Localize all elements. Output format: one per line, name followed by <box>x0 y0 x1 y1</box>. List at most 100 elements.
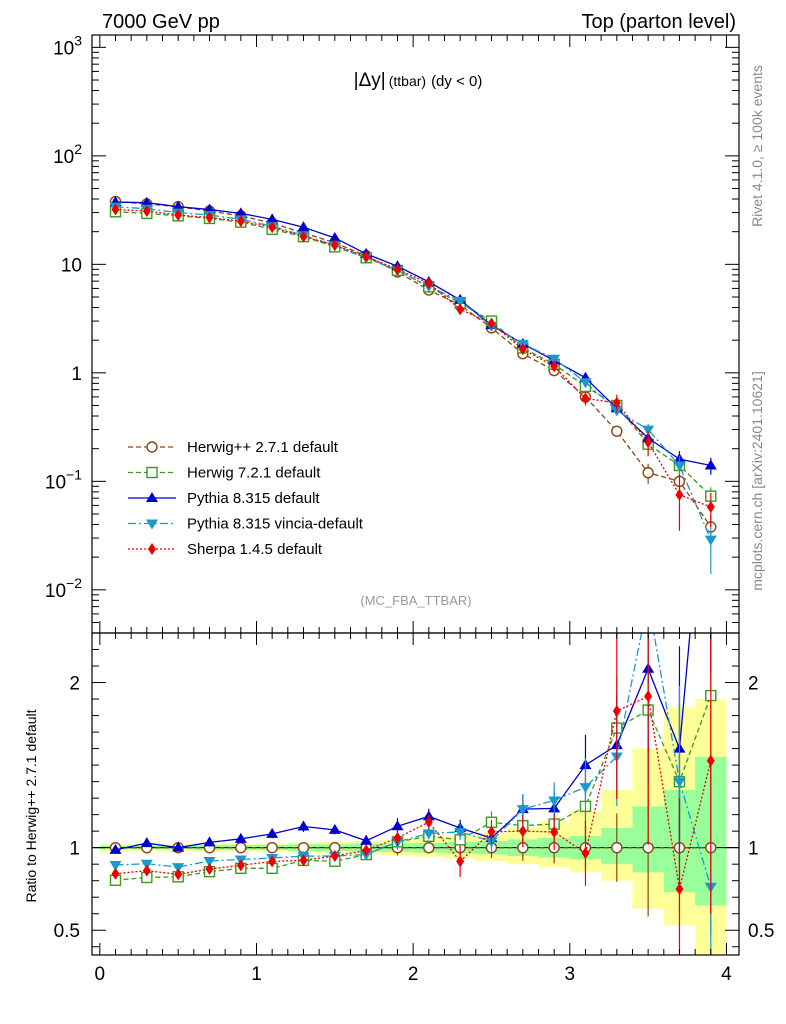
y-tick-label: 1 <box>71 364 82 385</box>
legend-marker <box>146 466 158 479</box>
ratio-point <box>266 827 279 838</box>
legend-entry-herwig-7-2-1-default: Herwig 7.2.1 default <box>128 465 321 482</box>
ratio-point <box>203 836 216 847</box>
ratio-point <box>706 754 715 767</box>
data-point <box>297 221 310 232</box>
series-layer <box>109 195 717 955</box>
data-point <box>644 436 653 449</box>
data-point <box>673 461 686 472</box>
x-tick-label: 1 <box>251 964 262 985</box>
ratio-point <box>109 861 122 872</box>
data-point <box>328 231 341 242</box>
ratio-point <box>393 831 402 844</box>
data-point <box>362 250 371 263</box>
data-point <box>234 207 247 218</box>
ratio-point <box>644 690 653 703</box>
data-point <box>581 392 590 405</box>
ratio-point <box>422 829 435 840</box>
series-line-ratio <box>115 633 712 887</box>
axes-layer: 0 1 2 3 4 10−2 10−1 1 10 102 103 0.5 1 2 0.5 1 2 <box>45 32 775 985</box>
legend-entry-pythia-8-315-vincia-default: Pythia 8.315 vincia-default <box>128 516 364 533</box>
series-main-herwig-7-2-1-default <box>109 206 717 507</box>
ratio-point <box>111 867 120 880</box>
ratio-point <box>487 825 496 838</box>
x-tick-label: 4 <box>721 964 732 985</box>
ratio-tick-label: 2 <box>69 674 80 695</box>
ratio-point <box>234 832 247 843</box>
legend-marker <box>146 519 158 530</box>
mcplots-label: mcplots.cern.ch [arXiv:2401.10621] <box>749 371 765 590</box>
data-point <box>236 215 245 228</box>
ratio-point <box>391 820 404 831</box>
legend-label: Herwig++ 2.7.1 default <box>187 439 339 456</box>
ratio-point <box>330 850 339 863</box>
chart-title: |Δy| (ttbar) (dy < 0) <box>354 70 483 91</box>
data-point <box>548 354 561 365</box>
rivet-label: Rivet 4.1.0, ≥ 100k events <box>749 65 765 227</box>
data-point <box>579 378 592 389</box>
legend-label: Sherpa 1.4.5 default <box>187 541 323 558</box>
legend-label: Pythia 8.315 vincia-default <box>187 516 364 533</box>
data-point <box>393 263 402 276</box>
header-right: Top (parton level) <box>581 11 736 33</box>
data-point <box>550 360 559 373</box>
ratio-point <box>266 841 278 854</box>
ratio-point <box>142 864 151 877</box>
y-tick-label: 103 <box>53 32 82 59</box>
ratio-point <box>581 847 590 860</box>
ratio-point <box>360 834 373 845</box>
ratio-point <box>109 843 122 854</box>
data-point <box>299 230 308 243</box>
legend-label: Herwig 7.2.1 default <box>187 465 321 482</box>
data-point <box>612 396 621 409</box>
x-tick-label: 3 <box>565 964 576 985</box>
ratio-point <box>518 825 527 838</box>
ratio-tick-label: 0.5 <box>54 921 80 942</box>
y-tick-label: 10 <box>61 255 82 276</box>
ratio-point <box>174 868 183 881</box>
ratio-tick-label-right: 0.5 <box>748 921 774 942</box>
data-point <box>518 343 527 356</box>
ratio-point <box>612 705 621 718</box>
analysis-label: (MC_FBA_TTBAR) <box>360 593 471 608</box>
data-point <box>454 296 467 307</box>
series-ratio-sherpa-1-4-5-default <box>111 633 715 955</box>
ratio-point <box>673 777 686 788</box>
y-tick-label: 10−2 <box>45 575 82 602</box>
ratio-point <box>424 816 433 829</box>
series-line-ratio <box>115 695 712 890</box>
data-point <box>675 488 684 501</box>
data-point <box>642 467 654 479</box>
data-point <box>268 221 277 234</box>
ratio-ylabel: Ratio to Herwig++ 2.7.1 default <box>23 709 39 902</box>
ratio-point <box>675 882 684 895</box>
ratio-point <box>140 837 153 848</box>
data-point <box>111 203 120 216</box>
y-tick-label: 10−1 <box>45 466 82 493</box>
ratio-point <box>516 805 529 816</box>
ratio-point <box>550 825 559 838</box>
data-point <box>704 535 717 546</box>
x-tick-label: 2 <box>408 964 419 985</box>
series-line-main <box>115 201 711 467</box>
data-point <box>330 239 339 252</box>
ratio-point <box>268 855 277 868</box>
ratio-tick-label-right: 2 <box>748 674 759 695</box>
series-line-main <box>115 206 712 540</box>
legend-entry-herwig-2-7-1-default: Herwig++ 2.7.1 default <box>128 439 339 456</box>
ratio-tick-label: 1 <box>69 839 80 860</box>
ratio-point <box>579 783 592 794</box>
x-tick-label: 0 <box>95 964 106 985</box>
ratio-point <box>456 855 465 868</box>
ratio-point <box>235 841 247 854</box>
data-point <box>704 459 717 470</box>
header-left: 7000 GeV pp <box>102 11 220 33</box>
data-point <box>487 317 496 330</box>
ratio-point <box>299 854 308 867</box>
data-point <box>140 196 153 207</box>
data-point <box>172 200 185 211</box>
series-line-main <box>115 208 712 508</box>
ratio-point <box>297 841 310 854</box>
data-point <box>266 213 279 224</box>
